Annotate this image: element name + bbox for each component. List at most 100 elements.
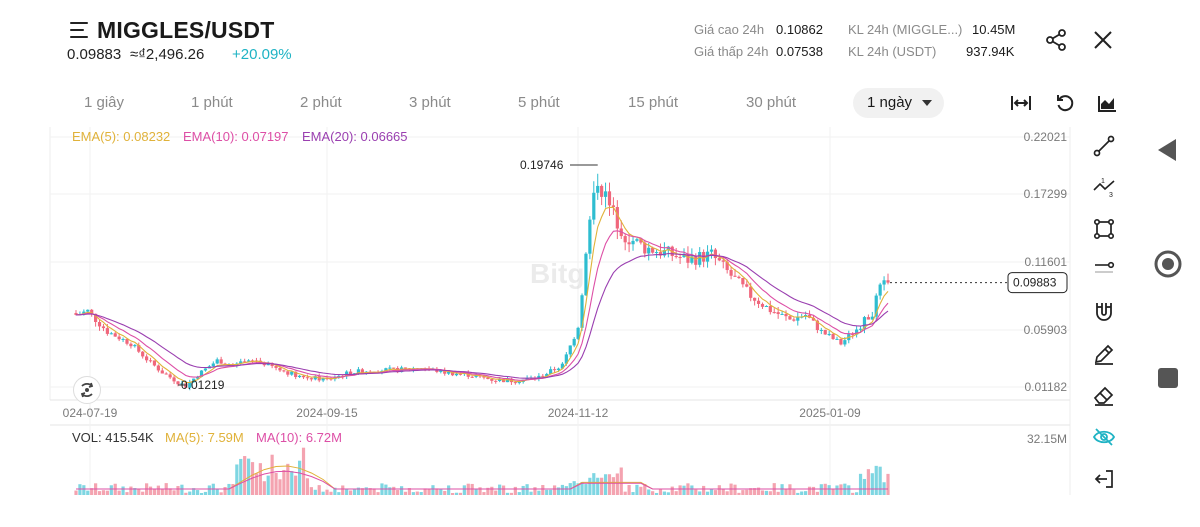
- volume-bar: [694, 489, 698, 495]
- tab-interval-2m[interactable]: 2 phút: [300, 94, 342, 111]
- candle-body: [725, 261, 729, 271]
- tab-interval-1d[interactable]: 1 ngày: [853, 88, 944, 118]
- tab-interval-3m[interactable]: 3 phút: [409, 94, 451, 111]
- volume-bar: [674, 491, 678, 495]
- candle-body: [882, 280, 886, 285]
- ema20-line: [75, 252, 889, 379]
- candle-body: [831, 333, 835, 340]
- tab-interval-15m[interactable]: 15 phút: [628, 94, 679, 111]
- visibility-icon[interactable]: [1092, 425, 1116, 449]
- candle-body: [403, 367, 408, 369]
- volume-bar: [792, 489, 796, 495]
- back-nav-icon[interactable]: [1156, 137, 1178, 163]
- volume-bar: [627, 484, 631, 495]
- volume-bar: [348, 490, 353, 495]
- volume-bar: [443, 490, 447, 495]
- chart-canvas[interactable]: Bitg 0.19746 0.01219 0.09883 0.22021 0.1729…: [0, 125, 1075, 500]
- candle-body: [729, 270, 733, 276]
- volume-bar: [819, 484, 823, 495]
- magnet-icon[interactable]: [1092, 300, 1116, 324]
- close-icon[interactable]: [1092, 29, 1114, 51]
- candle-body: [611, 205, 616, 208]
- volume-bar: [490, 486, 494, 495]
- chart-settings-icon[interactable]: [73, 376, 101, 404]
- volume-bar: [97, 491, 102, 495]
- volume-bar: [835, 485, 839, 495]
- volume-bar: [341, 485, 345, 495]
- volume-bar: [352, 489, 357, 495]
- rectangle-icon[interactable]: [1092, 217, 1116, 241]
- menu-icon[interactable]: [70, 20, 92, 40]
- stat-vol-quote-value-wrap: 937.94K: [966, 44, 1014, 59]
- candle-body: [278, 367, 282, 371]
- volume-bar: [784, 489, 788, 495]
- refresh-icon[interactable]: [1054, 92, 1076, 114]
- volume-bar: [611, 477, 616, 495]
- exit-icon[interactable]: [1092, 467, 1116, 491]
- volume-bar: [90, 488, 94, 495]
- volume-bar: [666, 492, 670, 495]
- candle-body: [858, 328, 863, 330]
- candle-body: [129, 343, 133, 347]
- candle-body: [749, 286, 753, 298]
- vol-ma10-line: [76, 470, 888, 490]
- volume-bar: [423, 488, 427, 495]
- pair-title[interactable]: MIGGLES/USDT: [97, 17, 275, 43]
- home-nav-icon[interactable]: [1154, 250, 1182, 278]
- eraser-icon[interactable]: [1092, 383, 1116, 407]
- candle-body: [90, 309, 94, 314]
- tab-interval-5m[interactable]: 5 phút: [518, 94, 560, 111]
- volume-bar: [717, 485, 721, 495]
- candle-body: [470, 376, 474, 378]
- volume-bar: [725, 491, 729, 495]
- volume-bar: [384, 484, 388, 495]
- candle-body: [270, 362, 274, 367]
- volume-bar: [588, 477, 592, 495]
- volume-bar: [858, 473, 863, 495]
- candle-body: [286, 371, 290, 375]
- candle-body: [215, 359, 219, 364]
- candle-body: [505, 378, 510, 383]
- candle-body: [572, 338, 576, 346]
- volume-bar: [125, 492, 129, 495]
- share-icon[interactable]: [1044, 28, 1068, 52]
- volume-bar: [615, 473, 619, 495]
- svg-text:3: 3: [1109, 192, 1113, 199]
- tab-interval-1m[interactable]: 1 phút: [191, 94, 233, 111]
- candle-body: [199, 370, 204, 377]
- volume-bar: [282, 469, 286, 495]
- volume-bar: [266, 475, 270, 495]
- volume-bar: [478, 487, 482, 495]
- fit-width-icon[interactable]: [1010, 93, 1032, 113]
- recents-nav-icon[interactable]: [1157, 367, 1179, 389]
- candle-body: [243, 361, 247, 363]
- volume-bar: [776, 491, 780, 495]
- volume-bar: [572, 481, 576, 495]
- legend-ema5: EMA(5): 0.08232: [72, 129, 171, 144]
- fibonacci-icon[interactable]: 1 3: [1092, 176, 1116, 200]
- pencil-icon[interactable]: [1092, 342, 1116, 366]
- horizontal-line-icon[interactable]: [1092, 256, 1116, 280]
- volume-bars: [74, 447, 890, 495]
- candle-body: [666, 246, 670, 251]
- volume-bar: [231, 484, 235, 495]
- volume-bar: [862, 478, 867, 495]
- candle-body: [866, 317, 870, 320]
- price-chart[interactable]: Bitg 0.19746 0.01219 0.09883 0.22021 0.1729…: [0, 125, 1075, 500]
- volume-bar: [651, 491, 655, 495]
- y-tick-label: 0.17299: [1024, 187, 1068, 201]
- volume-bar: [556, 487, 561, 495]
- candle-body: [454, 373, 459, 376]
- candle-body: [839, 338, 843, 345]
- trend-line-icon[interactable]: [1092, 134, 1116, 158]
- volume-bar: [639, 486, 643, 495]
- tab-interval-30m[interactable]: 30 phút: [746, 94, 797, 111]
- volume-bar: [603, 474, 608, 495]
- volume-bar: [564, 486, 568, 495]
- volume-bar: [454, 492, 459, 495]
- interval-tabs: 1 giây 1 phút 2 phút 3 phút 5 phút 15 ph…: [0, 88, 960, 118]
- tab-interval-1s[interactable]: 1 giây: [84, 94, 125, 111]
- candle-body: [694, 256, 698, 265]
- chart-type-icon[interactable]: [1097, 93, 1117, 113]
- volume-bar: [274, 472, 278, 495]
